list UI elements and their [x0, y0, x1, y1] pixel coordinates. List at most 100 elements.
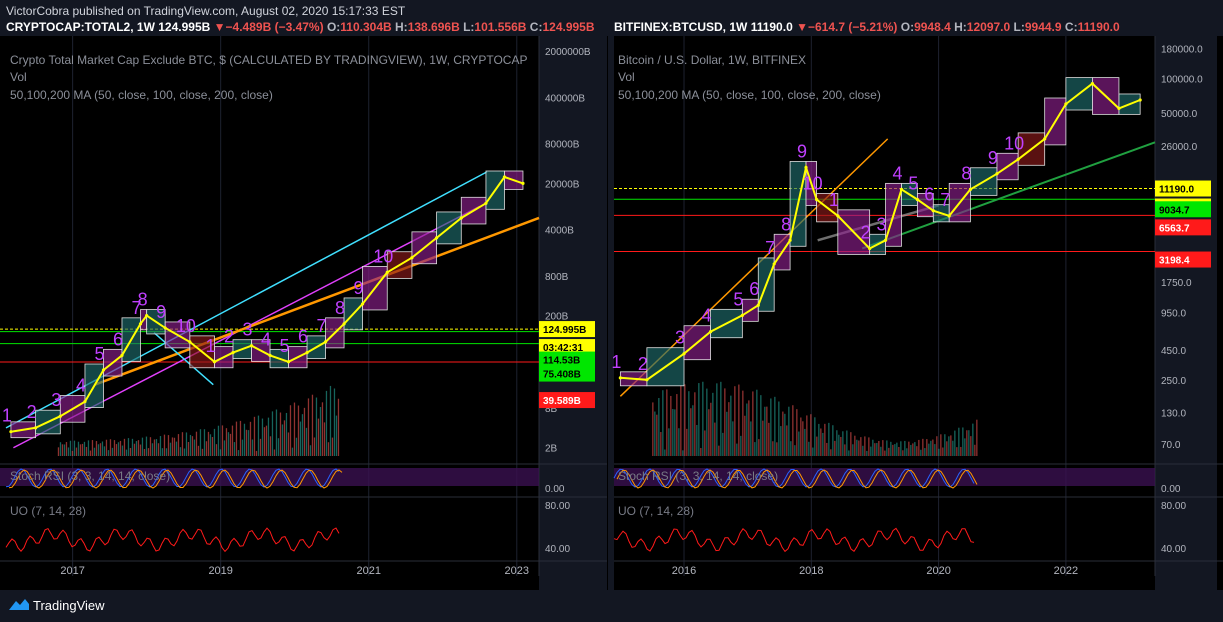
price-point: [34, 426, 38, 430]
volume-bar: [81, 443, 84, 456]
price-point: [145, 313, 149, 318]
plot-area: [614, 36, 1155, 590]
chart-title: Crypto Total Market Cap Exclude BTC, $ (…: [10, 53, 527, 67]
uo-label: UO (7, 14, 28): [10, 504, 86, 518]
x-tick-label: 2021: [356, 565, 380, 577]
volume-bar: [742, 390, 744, 456]
volume-bar: [718, 445, 720, 456]
volume-bar: [672, 409, 674, 456]
volume-bar: [123, 438, 126, 456]
ma-line: [861, 141, 1156, 250]
volume-bar: [187, 441, 190, 456]
price-point: [947, 214, 951, 218]
price-point: [163, 326, 167, 330]
volume-bar: [676, 394, 678, 456]
volume-bar: [77, 441, 80, 456]
volume-bar: [131, 438, 134, 456]
volume-bar: [656, 414, 658, 456]
count-label: 8: [335, 298, 345, 318]
volume-bar: [193, 439, 196, 456]
count-label: 5: [94, 344, 104, 364]
volume-bar: [732, 421, 734, 456]
volume-bar: [830, 449, 832, 456]
price-point: [249, 344, 254, 348]
volume-bar: [133, 443, 136, 456]
volume-bar: [83, 441, 86, 456]
volume-bar: [209, 434, 212, 456]
left-change: −4.489B (−3.47%): [225, 20, 324, 34]
volume-bar: [281, 424, 284, 456]
volume-bar: [882, 440, 884, 456]
uo-tick: 80.00: [1161, 501, 1186, 512]
volume-bar: [874, 443, 876, 456]
volume-bar: [161, 448, 164, 456]
zone-box: [970, 167, 998, 196]
volume-bar: [850, 432, 852, 456]
volume-bar: [864, 436, 866, 456]
volume-bar: [105, 439, 108, 456]
ma-label: 50,100,200 MA (50, close, 100, close, 20…: [618, 88, 881, 102]
volume-bar: [838, 434, 840, 456]
volume-bar: [870, 446, 872, 456]
price-point: [1016, 157, 1020, 161]
volume-bar: [151, 443, 154, 456]
volume-bar: [724, 388, 726, 456]
volume-bar: [652, 402, 654, 456]
count-label: 6: [298, 327, 308, 347]
left-symbol[interactable]: CRYPTOCAP:TOTAL2, 1W: [6, 20, 155, 34]
price-point: [1064, 102, 1068, 106]
price-point: [756, 303, 760, 307]
ma-line: [94, 216, 540, 386]
volume-bar: [177, 434, 180, 456]
volume-bar: [215, 444, 218, 456]
volume-bar: [686, 428, 688, 456]
volume-bar: [197, 445, 200, 456]
volume-bar: [894, 444, 896, 456]
volume-bar: [800, 417, 802, 456]
volume-bar: [892, 444, 894, 456]
volume-bar: [231, 425, 234, 456]
count-label: 9: [354, 278, 364, 298]
volume-bar: [722, 432, 724, 456]
price-label-bg: [1155, 180, 1211, 197]
volume-bar: [243, 423, 246, 456]
footer-brand[interactable]: TradingView: [33, 598, 105, 613]
count-label: 4: [261, 329, 271, 349]
volume-bar: [317, 418, 320, 456]
volume-bar: [916, 446, 918, 456]
volume-bar: [195, 431, 198, 456]
price-point: [645, 378, 649, 382]
volume-bar: [119, 440, 122, 456]
x-tick-label: 2020: [926, 565, 950, 577]
price-label-bg: [539, 339, 595, 356]
volume-bar: [790, 441, 792, 456]
volume-bar: [668, 428, 670, 456]
volume-bar: [247, 430, 250, 456]
volume-bar: [756, 389, 758, 456]
volume-bar: [826, 442, 828, 456]
volume-bar: [934, 444, 936, 456]
volume-bar: [75, 447, 78, 456]
volume-bar: [764, 406, 766, 456]
volume-bar: [225, 428, 228, 456]
right-symbol[interactable]: BITFINEX:BTCUSD, 1W: [614, 20, 748, 34]
volume-bar: [762, 420, 764, 456]
volume-bar: [744, 415, 746, 456]
price-line: [10, 175, 524, 433]
volume-bar: [740, 435, 742, 456]
volume-bar: [782, 411, 784, 456]
volume-bar: [251, 439, 254, 456]
price-label: 9034.7: [1159, 205, 1190, 216]
volume-bar: [179, 447, 182, 456]
volume-bar: [852, 444, 854, 456]
price-label: 6563.7: [1159, 223, 1190, 234]
volume-bar: [876, 443, 878, 456]
volume-bar: [716, 383, 718, 456]
volume-bar: [253, 416, 256, 456]
price-point: [434, 236, 439, 240]
volume-bar: [968, 430, 970, 456]
price-point: [385, 270, 389, 275]
plot-area: [0, 36, 539, 590]
volume-bar: [848, 450, 850, 456]
charts-canvas[interactable]: Crypto Total Market Cap Exclude BTC, $ (…: [0, 36, 1223, 590]
